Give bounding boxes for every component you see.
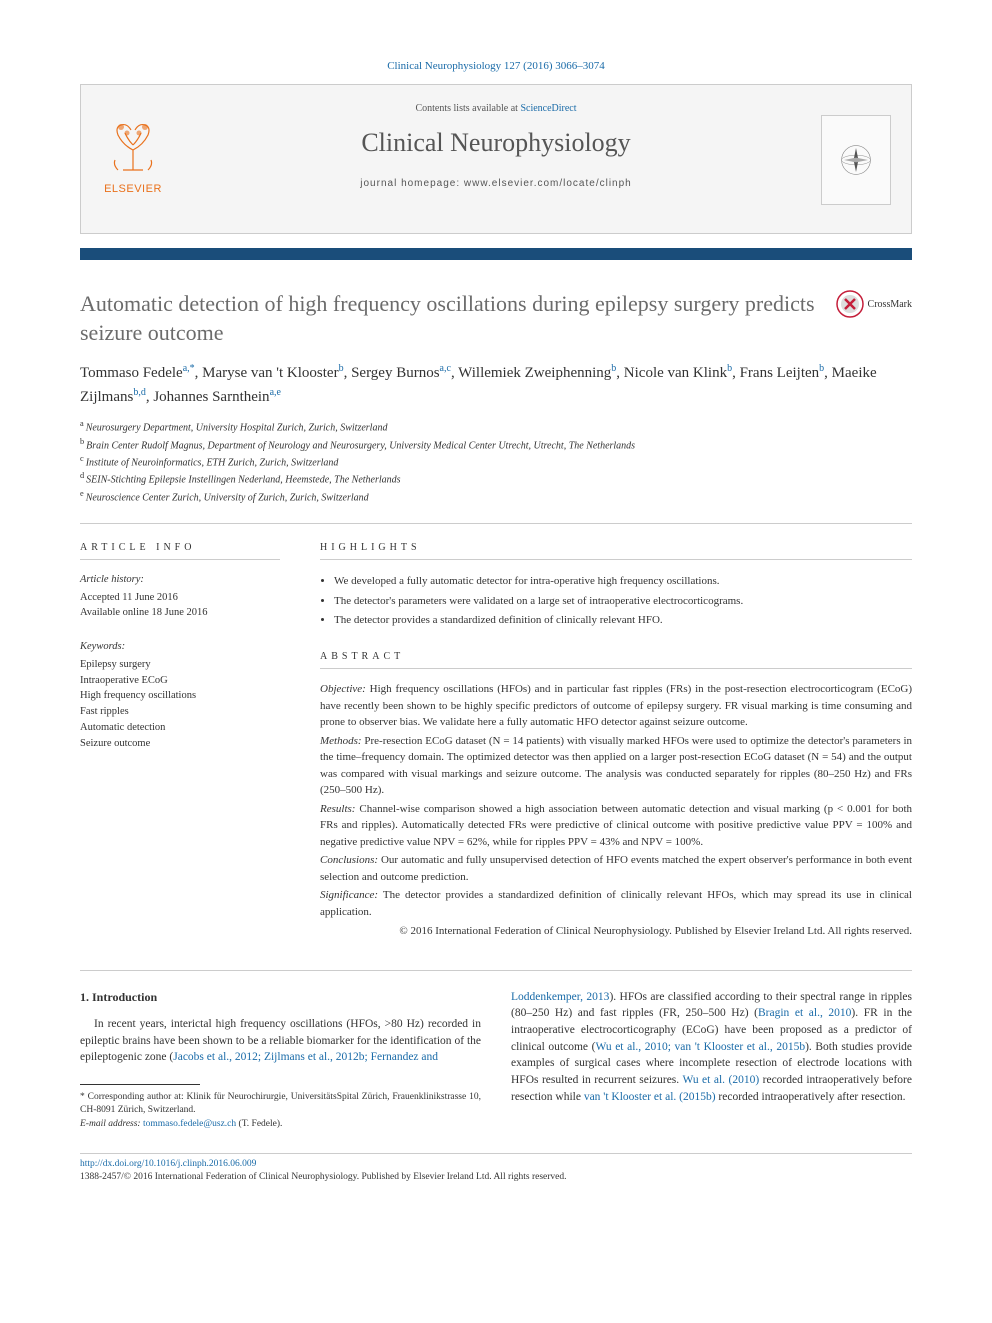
keyword: Seizure outcome [80, 736, 280, 752]
methods-label: Methods: [320, 735, 362, 747]
intro-heading: 1. Introduction [80, 989, 481, 1006]
authors-list: Tommaso Fedelea,*, Maryse van 't Klooste… [80, 361, 912, 408]
significance-label: Significance: [320, 889, 378, 901]
compass-icon [836, 140, 876, 180]
ref-link-wu[interactable]: Wu et al. (2010) [682, 1074, 759, 1086]
article-info-label: ARTICLE INFO [80, 542, 280, 560]
affiliation: bBrain Center Rudolf Magnus, Department … [80, 436, 912, 453]
affiliation: aNeurosurgery Department, University Hos… [80, 418, 912, 435]
conclusions-label: Conclusions: [320, 854, 378, 866]
abstract-copyright: © 2016 International Federation of Clini… [320, 924, 912, 939]
email-who: (T. Fedele). [236, 1119, 282, 1129]
body-text: 1. Introduction In recent years, interic… [80, 989, 912, 1131]
objective-text: High frequency oscillations (HFOs) and i… [320, 683, 912, 728]
highlights-list: We developed a fully automatic detector … [320, 572, 912, 631]
affiliation: cInstitute of Neuroinformatics, ETH Zuri… [80, 453, 912, 470]
homepage-url[interactable]: www.elsevier.com/locate/clinph [464, 178, 632, 189]
significance-text: The detector provides a standardized def… [320, 889, 912, 918]
top-citation: Clinical Neurophysiology 127 (2016) 3066… [80, 60, 912, 72]
email-label: E-mail address: [80, 1119, 141, 1129]
contents-prefix: Contents lists available at [415, 103, 520, 114]
elsevier-logo: ELSEVIER [93, 115, 173, 195]
methods-text: Pre-resection ECoG dataset (N = 14 patie… [320, 735, 912, 797]
abstract-body: Objective: High frequency oscillations (… [320, 681, 912, 939]
ref-link-jacobs[interactable]: Jacobs et al., 2012; Zijlmans et al., 20… [173, 1051, 438, 1063]
author: Frans Leijten [740, 365, 820, 381]
ref-link-loddenkemper[interactable]: Loddenkemper, 2013 [511, 991, 609, 1003]
homepage-line: journal homepage: www.elsevier.com/locat… [81, 178, 911, 189]
ref-link-klooster[interactable]: van 't Klooster et al. (2015b) [584, 1091, 716, 1103]
elsevier-label: ELSEVIER [93, 183, 173, 195]
conclusions-text: Our automatic and fully unsupervised det… [320, 854, 912, 883]
keyword: Automatic detection [80, 720, 280, 736]
online-date: Available online 18 June 2016 [80, 605, 280, 621]
corresponding-text: * Corresponding author at: Klinik für Ne… [80, 1091, 481, 1118]
results-text: Channel-wise comparison showed a high as… [320, 803, 912, 848]
abstract-label: ABSTRACT [320, 651, 912, 669]
results-label: Results: [320, 803, 355, 815]
crossmark-label: CrossMark [868, 299, 912, 310]
doi-link[interactable]: http://dx.doi.org/10.1016/j.clinph.2016.… [80, 1159, 256, 1169]
article-title: Automatic detection of high frequency os… [80, 290, 836, 347]
email-link[interactable]: tommaso.fedele@usz.ch [143, 1119, 236, 1129]
keyword: High frequency oscillations [80, 688, 280, 704]
ref-link-wu-klooster[interactable]: Wu et al., 2010; van 't Klooster et al.,… [595, 1041, 805, 1053]
keyword: Fast ripples [80, 704, 280, 720]
history-heading: Article history: [80, 572, 280, 588]
author: Maryse van 't Klooster [202, 365, 338, 381]
homepage-prefix: journal homepage: [360, 178, 464, 189]
keyword: Epilepsy surgery [80, 657, 280, 673]
affiliations-list: aNeurosurgery Department, University Hos… [80, 418, 912, 505]
article-history: Article history: Accepted 11 June 2016 A… [80, 572, 280, 621]
crossmark-icon [836, 290, 864, 318]
sciencedirect-link[interactable]: ScienceDirect [520, 103, 576, 114]
intro-para-2e: recorded intraoperatively after resectio… [716, 1091, 906, 1103]
crossmark-badge[interactable]: CrossMark [836, 290, 912, 318]
journal-header-box: ELSEVIER Contents lists available at Sci… [80, 84, 912, 234]
journal-cover-thumbnail [821, 115, 891, 205]
objective-label: Objective: [320, 683, 366, 695]
elsevier-tree-icon [103, 115, 163, 175]
highlight-item: The detector's parameters were validated… [334, 592, 912, 612]
color-bar [80, 248, 912, 260]
keywords-heading: Keywords: [80, 639, 280, 655]
affiliation: dSEIN-Stichting Epilepsie Instellingen N… [80, 470, 912, 487]
author: Tommaso Fedele [80, 365, 183, 381]
highlight-item: The detector provides a standardized def… [334, 611, 912, 631]
highlight-item: We developed a fully automatic detector … [334, 572, 912, 592]
accepted-date: Accepted 11 June 2016 [80, 590, 280, 606]
highlights-label: HIGHLIGHTS [320, 542, 912, 560]
author: Sergey Burnos [351, 365, 439, 381]
contents-line: Contents lists available at ScienceDirec… [81, 103, 911, 114]
ref-link-bragin[interactable]: Bragin et al., 2010 [758, 1007, 851, 1019]
corresponding-footnote: * Corresponding author at: Klinik für Ne… [80, 1091, 481, 1131]
author: Johannes Sarnthein [153, 389, 269, 405]
journal-name: Clinical Neurophysiology [81, 128, 911, 158]
author: Nicole van Klink [624, 365, 727, 381]
issn-line: 1388-2457/© 2016 International Federatio… [80, 1172, 567, 1182]
author: Willemiek Zweiphenning [458, 365, 611, 381]
affiliation: eNeuroscience Center Zurich, University … [80, 488, 912, 505]
footer-block: http://dx.doi.org/10.1016/j.clinph.2016.… [80, 1158, 912, 1185]
keyword: Intraoperative ECoG [80, 673, 280, 689]
keywords-block: Keywords: Epilepsy surgeryIntraoperative… [80, 639, 280, 751]
